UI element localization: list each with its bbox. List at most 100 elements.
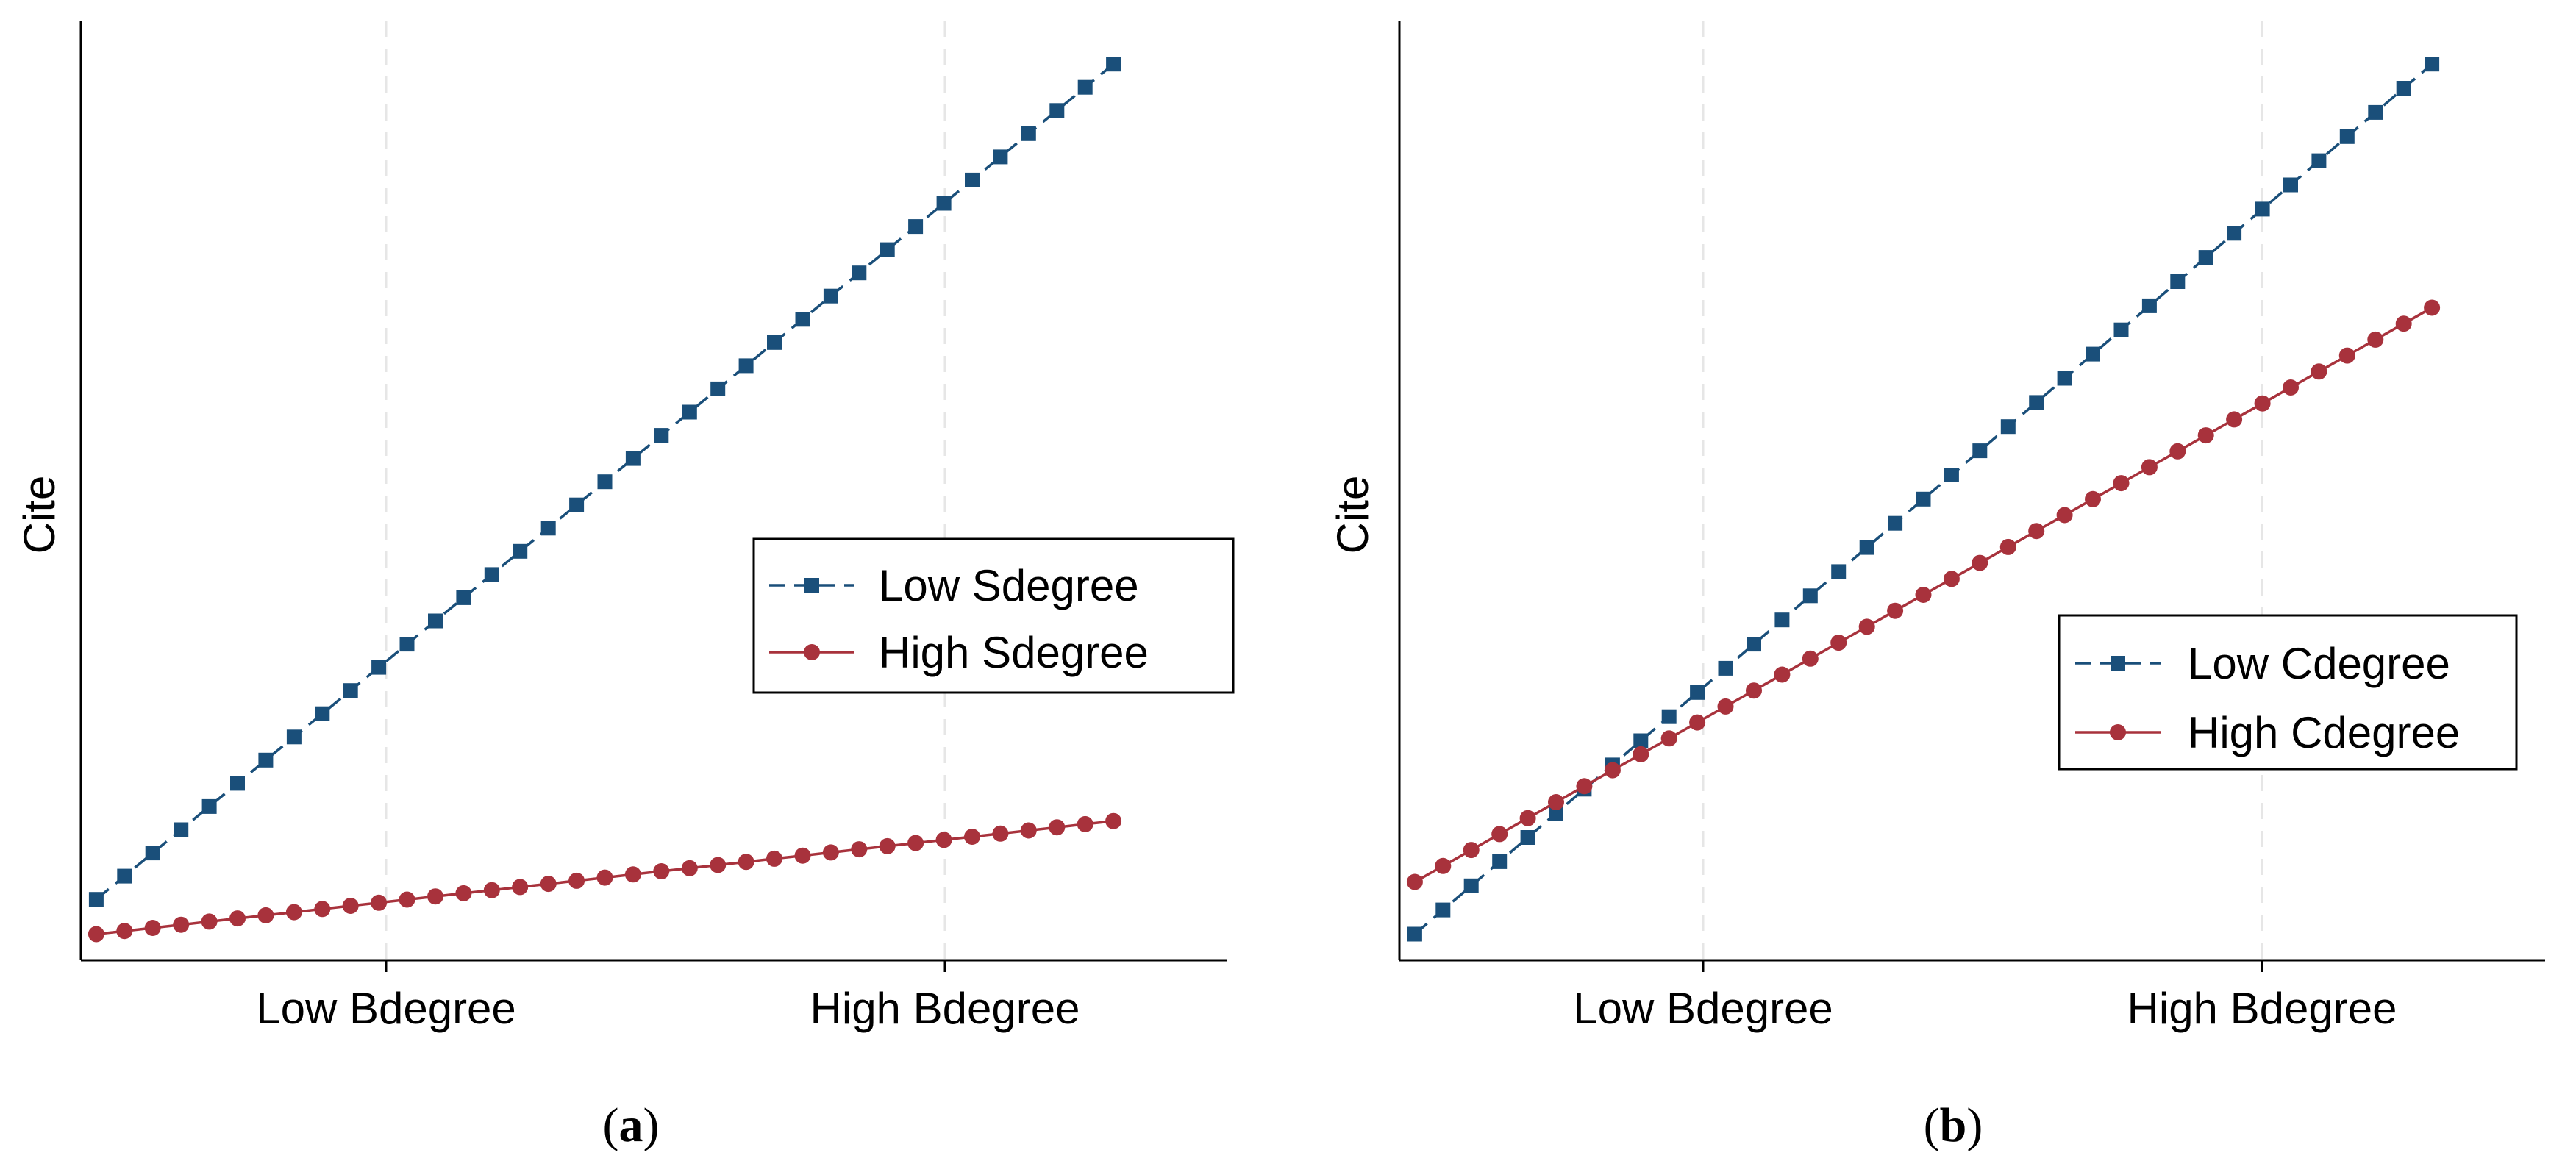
data-point-high-sdegree-1 (116, 923, 133, 940)
panel-label-a: (a) (603, 1098, 660, 1152)
data-point-high-cdegree-33 (2338, 347, 2355, 364)
data-point-low-cdegree-2 (1463, 878, 1479, 893)
data-point-high-cdegree-3 (1491, 826, 1508, 843)
data-point-high-sdegree-30 (935, 832, 952, 848)
data-point-high-cdegree-36 (2424, 299, 2441, 316)
data-point-low-cdegree-11 (1718, 660, 1733, 676)
data-point-low-sdegree-13 (456, 590, 471, 605)
data-point-low-sdegree-6 (258, 752, 274, 768)
data-point-low-sdegree-22 (710, 381, 726, 396)
data-point-high-sdegree-13 (455, 885, 472, 901)
data-point-high-cdegree-12 (1746, 682, 1762, 699)
data-point-high-sdegree-16 (540, 876, 557, 893)
x-tick-label-high-bdegree-b: High Bdegree (2127, 984, 2397, 1033)
data-point-low-sdegree-30 (936, 196, 952, 211)
data-point-high-sdegree-17 (568, 872, 585, 889)
data-point-low-sdegree-18 (597, 474, 613, 490)
data-point-low-cdegree-8 (1633, 733, 1649, 748)
data-point-low-sdegree-21 (682, 404, 697, 420)
data-point-high-sdegree-26 (822, 844, 839, 861)
data-point-high-cdegree-14 (1802, 650, 1819, 667)
x-tick-label-low-bdegree-b: Low Bdegree (1573, 984, 1833, 1033)
data-point-low-sdegree-28 (880, 242, 895, 257)
data-point-low-sdegree-15 (513, 543, 528, 559)
data-point-high-cdegree-9 (1660, 730, 1677, 747)
markers-high-sdegree (88, 812, 1122, 943)
data-point-low-cdegree-1 (1435, 902, 1451, 918)
data-point-high-sdegree-2 (144, 920, 161, 936)
data-point-high-sdegree-3 (173, 916, 190, 933)
legend-box-b (2058, 614, 2518, 771)
data-point-low-sdegree-14 (484, 567, 499, 582)
data-point-low-cdegree-33 (2339, 129, 2355, 144)
data-point-high-cdegree-31 (2283, 379, 2299, 396)
data-point-high-cdegree-5 (1548, 794, 1564, 810)
legend-label-high-sdegree: High Sdegree (879, 628, 1149, 677)
data-point-low-cdegree-9 (1661, 709, 1677, 724)
data-point-high-cdegree-30 (2254, 395, 2271, 412)
data-point-low-sdegree-24 (767, 335, 782, 350)
data-point-low-sdegree-4 (201, 798, 217, 814)
data-point-high-cdegree-29 (2226, 411, 2243, 428)
data-point-high-cdegree-2 (1463, 842, 1480, 859)
legend-marker-high-sdegree (804, 644, 820, 660)
data-point-high-sdegree-34 (1049, 819, 1066, 836)
data-point-high-cdegree-27 (2169, 443, 2186, 460)
data-point-high-cdegree-7 (1604, 762, 1621, 779)
data-point-high-sdegree-7 (285, 904, 302, 921)
data-point-low-sdegree-34 (1049, 103, 1065, 118)
data-point-high-sdegree-32 (992, 825, 1009, 842)
data-point-high-sdegree-27 (851, 841, 868, 858)
data-point-low-cdegree-25 (2113, 322, 2129, 337)
data-point-low-sdegree-11 (399, 637, 415, 652)
data-point-low-sdegree-26 (823, 288, 838, 304)
series-low-cdegree (1407, 57, 2440, 942)
legend-b: Low Cdegree High Cdegree (2058, 614, 2518, 771)
panel-a: Low Bdegree High Bdegree Cite Low Sdegre… (15, 21, 1235, 1152)
data-point-low-sdegree-9 (343, 683, 358, 698)
data-point-low-cdegree-27 (2170, 274, 2186, 289)
data-point-high-cdegree-4 (1519, 810, 1536, 826)
panel-b: Low Bdegree High Bdegree Cite Low Cdegre… (1328, 21, 2545, 1152)
data-point-low-sdegree-19 (625, 451, 641, 466)
data-point-high-sdegree-12 (427, 888, 443, 905)
data-point-high-cdegree-6 (1576, 778, 1593, 795)
x-tick-label-low-bdegree-a: Low Bdegree (256, 984, 516, 1033)
data-point-low-cdegree-31 (2283, 177, 2298, 193)
data-point-high-sdegree-24 (766, 850, 782, 867)
data-point-low-sdegree-17 (569, 497, 585, 512)
data-point-low-cdegree-24 (2086, 346, 2100, 362)
data-point-high-cdegree-21 (1999, 538, 2016, 555)
data-point-low-cdegree-5 (1549, 806, 1563, 821)
data-point-high-sdegree-8 (314, 901, 331, 918)
data-point-low-cdegree-16 (1859, 540, 1874, 555)
data-point-high-sdegree-18 (596, 869, 613, 886)
data-point-high-sdegree-10 (371, 894, 388, 911)
data-point-low-cdegree-15 (1831, 564, 1847, 579)
legend-marker-high-cdegree (2110, 724, 2126, 740)
data-point-high-cdegree-22 (2028, 523, 2045, 540)
panel-label-b: (b) (1924, 1098, 1983, 1152)
legend-marker-low-sdegree (804, 578, 819, 593)
y-axis-title-b: Cite (1328, 476, 1377, 554)
data-point-high-cdegree-23 (2056, 507, 2073, 524)
data-point-low-cdegree-36 (2425, 57, 2440, 72)
data-point-low-sdegree-32 (993, 149, 1008, 165)
data-point-high-sdegree-4 (201, 913, 218, 930)
data-point-low-cdegree-18 (1916, 491, 1931, 507)
data-point-low-cdegree-13 (1774, 612, 1790, 628)
data-point-low-cdegree-32 (2311, 153, 2327, 168)
data-point-low-sdegree-29 (908, 219, 924, 235)
data-point-high-cdegree-20 (1972, 554, 1988, 571)
data-point-high-sdegree-15 (512, 879, 529, 896)
data-point-low-sdegree-3 (174, 822, 189, 837)
data-point-low-sdegree-12 (428, 613, 443, 629)
data-point-low-sdegree-8 (315, 706, 330, 721)
legend-label-low-sdegree: Low Sdegree (879, 561, 1139, 610)
data-point-high-sdegree-25 (794, 847, 811, 864)
data-point-low-sdegree-27 (852, 265, 867, 281)
data-point-low-cdegree-26 (2141, 298, 2157, 313)
data-point-low-cdegree-29 (2227, 226, 2242, 241)
data-point-high-cdegree-8 (1633, 746, 1649, 762)
data-point-high-cdegree-25 (2113, 475, 2130, 492)
